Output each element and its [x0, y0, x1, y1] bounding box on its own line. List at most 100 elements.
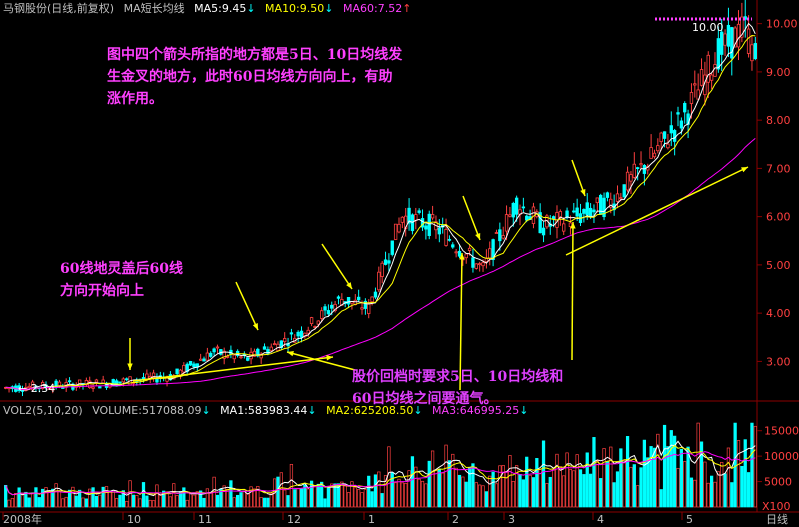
volume-bar: [135, 495, 139, 508]
volume-bar: [57, 491, 62, 508]
candle-body: [306, 329, 310, 334]
volume-bar: [548, 476, 552, 508]
volume-bar: [373, 474, 378, 508]
volume-bar: [350, 481, 354, 508]
candle-body: [319, 310, 324, 319]
volume-bar: [256, 486, 260, 508]
volume-bar: [669, 430, 673, 508]
x-tick-label: 3: [508, 513, 515, 526]
volume-bar: [242, 490, 246, 508]
x-tick-label: 2008年: [3, 512, 42, 526]
volume-bar: [636, 485, 640, 508]
candle-body: [326, 310, 331, 315]
volume-bar: [484, 491, 489, 508]
volume-bar: [61, 498, 65, 508]
volume-bar: [531, 477, 536, 508]
candle-body: [437, 227, 442, 235]
volume-bar: [565, 452, 569, 508]
candle-body: [538, 212, 542, 234]
volume-bar: [679, 448, 683, 508]
candle-body: [720, 31, 724, 55]
candle-body: [602, 197, 606, 218]
candle-body: [417, 210, 421, 213]
volume-bar: [340, 481, 344, 508]
volume-bar: [64, 496, 68, 508]
y-tick-label: 3.00: [766, 355, 791, 368]
candle-body: [568, 222, 573, 227]
annotation-arrow: [321, 243, 353, 290]
volume-bar: [551, 469, 556, 508]
candle-body: [498, 229, 502, 242]
candle-body: [521, 206, 526, 209]
volume-bar: [518, 473, 522, 508]
volume-bar: [478, 484, 482, 508]
candle-body: [662, 131, 667, 139]
volume-bar: [101, 486, 105, 508]
candle-body: [182, 364, 186, 373]
candle-body: [494, 232, 499, 234]
candle-body: [689, 92, 694, 104]
candle-body: [471, 257, 475, 268]
volume-bar: [437, 469, 441, 508]
candle-body: [669, 125, 673, 134]
y-tick-label: 6.00: [766, 211, 791, 224]
volume-bar: [121, 490, 125, 508]
candle-body: [212, 348, 216, 353]
volume-bar: [417, 478, 421, 508]
candle-body: [414, 214, 418, 221]
volume-bar: [37, 497, 41, 508]
volume-bar: [451, 453, 455, 508]
candle-body: [330, 304, 334, 309]
volume-bar: [464, 481, 468, 508]
volume-bar: [313, 484, 317, 508]
volume-bar: [545, 483, 549, 508]
volume-bar: [84, 498, 88, 508]
y-tick-label: 9.00: [766, 66, 791, 79]
candle-body: [592, 209, 596, 213]
arrow-head-icon: [252, 323, 258, 330]
candle-body: [635, 167, 640, 170]
volume-bar: [252, 488, 257, 508]
candle-body: [336, 296, 341, 299]
volume-bar: [111, 490, 115, 508]
volume-bar: [447, 460, 452, 508]
volume-bar: [420, 480, 425, 508]
x-tick-label: 2: [452, 513, 459, 526]
candle-body: [400, 216, 405, 223]
volume-bar: [168, 496, 173, 508]
candle-body: [457, 250, 462, 257]
volume-bar: [323, 498, 327, 508]
volume-bar: [588, 473, 593, 508]
candle-body: [373, 291, 378, 298]
volume-bar: [625, 436, 630, 508]
candle-body: [723, 33, 727, 46]
x-tick-label: 10: [127, 513, 141, 526]
volume-bar: [148, 499, 152, 508]
volume-bar: [67, 489, 72, 508]
volume-bar: [370, 491, 374, 508]
volume-bar: [4, 485, 8, 508]
volume-bar: [595, 460, 599, 508]
volume-bar: [104, 486, 109, 508]
candle-body: [266, 349, 270, 354]
volume-bar: [175, 495, 179, 508]
candle-body: [575, 207, 579, 217]
candle-body: [316, 320, 320, 325]
candle-body: [672, 130, 677, 142]
volume-bar: [393, 482, 398, 508]
vol-tick-label: 5000: [764, 476, 792, 489]
high-price-label: 10.00: [692, 21, 724, 34]
annotation-golden-cross: 图中四个箭头所指的地方都是5日、10日均线发 生金叉的地方，此时60日均线方向向…: [107, 47, 403, 107]
candle-body: [91, 386, 95, 389]
volume-title[interactable]: VOL2(5,10,20): [3, 404, 83, 417]
candle-body: [753, 43, 757, 60]
x-tick-label: 4: [597, 513, 604, 526]
volume-bar: [427, 460, 431, 508]
candle-body: [709, 74, 714, 81]
volume-bar: [602, 448, 606, 508]
indicator-name[interactable]: MA短长均线: [123, 2, 185, 15]
candle-body: [188, 360, 193, 366]
volume-value: VOLUME:517088.09: [92, 404, 202, 417]
candle-body: [30, 381, 35, 391]
